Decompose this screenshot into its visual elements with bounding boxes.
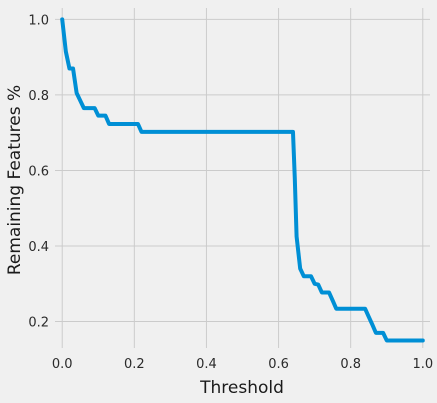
grid (55, 8, 430, 348)
y-tick-label: 1.0 (28, 13, 49, 28)
y-tick-label: 0.8 (28, 89, 49, 104)
y-tick-labels: 0.2 0.4 0.6 0.8 1.0 (28, 13, 49, 330)
y-tick-label: 0.4 (28, 240, 49, 255)
series-line (60, 17, 425, 343)
x-axis-label: Threshold (199, 378, 284, 398)
x-tick-labels: 0.0 0.2 0.4 0.6 0.8 1.0 (52, 357, 433, 372)
x-tick-label: 0.2 (124, 357, 145, 372)
series-layer (60, 17, 425, 343)
x-tick-label: 1.0 (412, 357, 433, 372)
x-tick-label: 0.0 (52, 357, 73, 372)
y-tick-label: 0.6 (28, 164, 49, 179)
y-tick-label: 0.2 (28, 316, 49, 331)
x-tick-label: 0.4 (196, 357, 217, 372)
plot-area (55, 8, 430, 348)
x-tick-label: 0.6 (268, 357, 289, 372)
y-axis-label: Remaining Features % (5, 85, 25, 275)
x-tick-label: 0.8 (340, 357, 361, 372)
